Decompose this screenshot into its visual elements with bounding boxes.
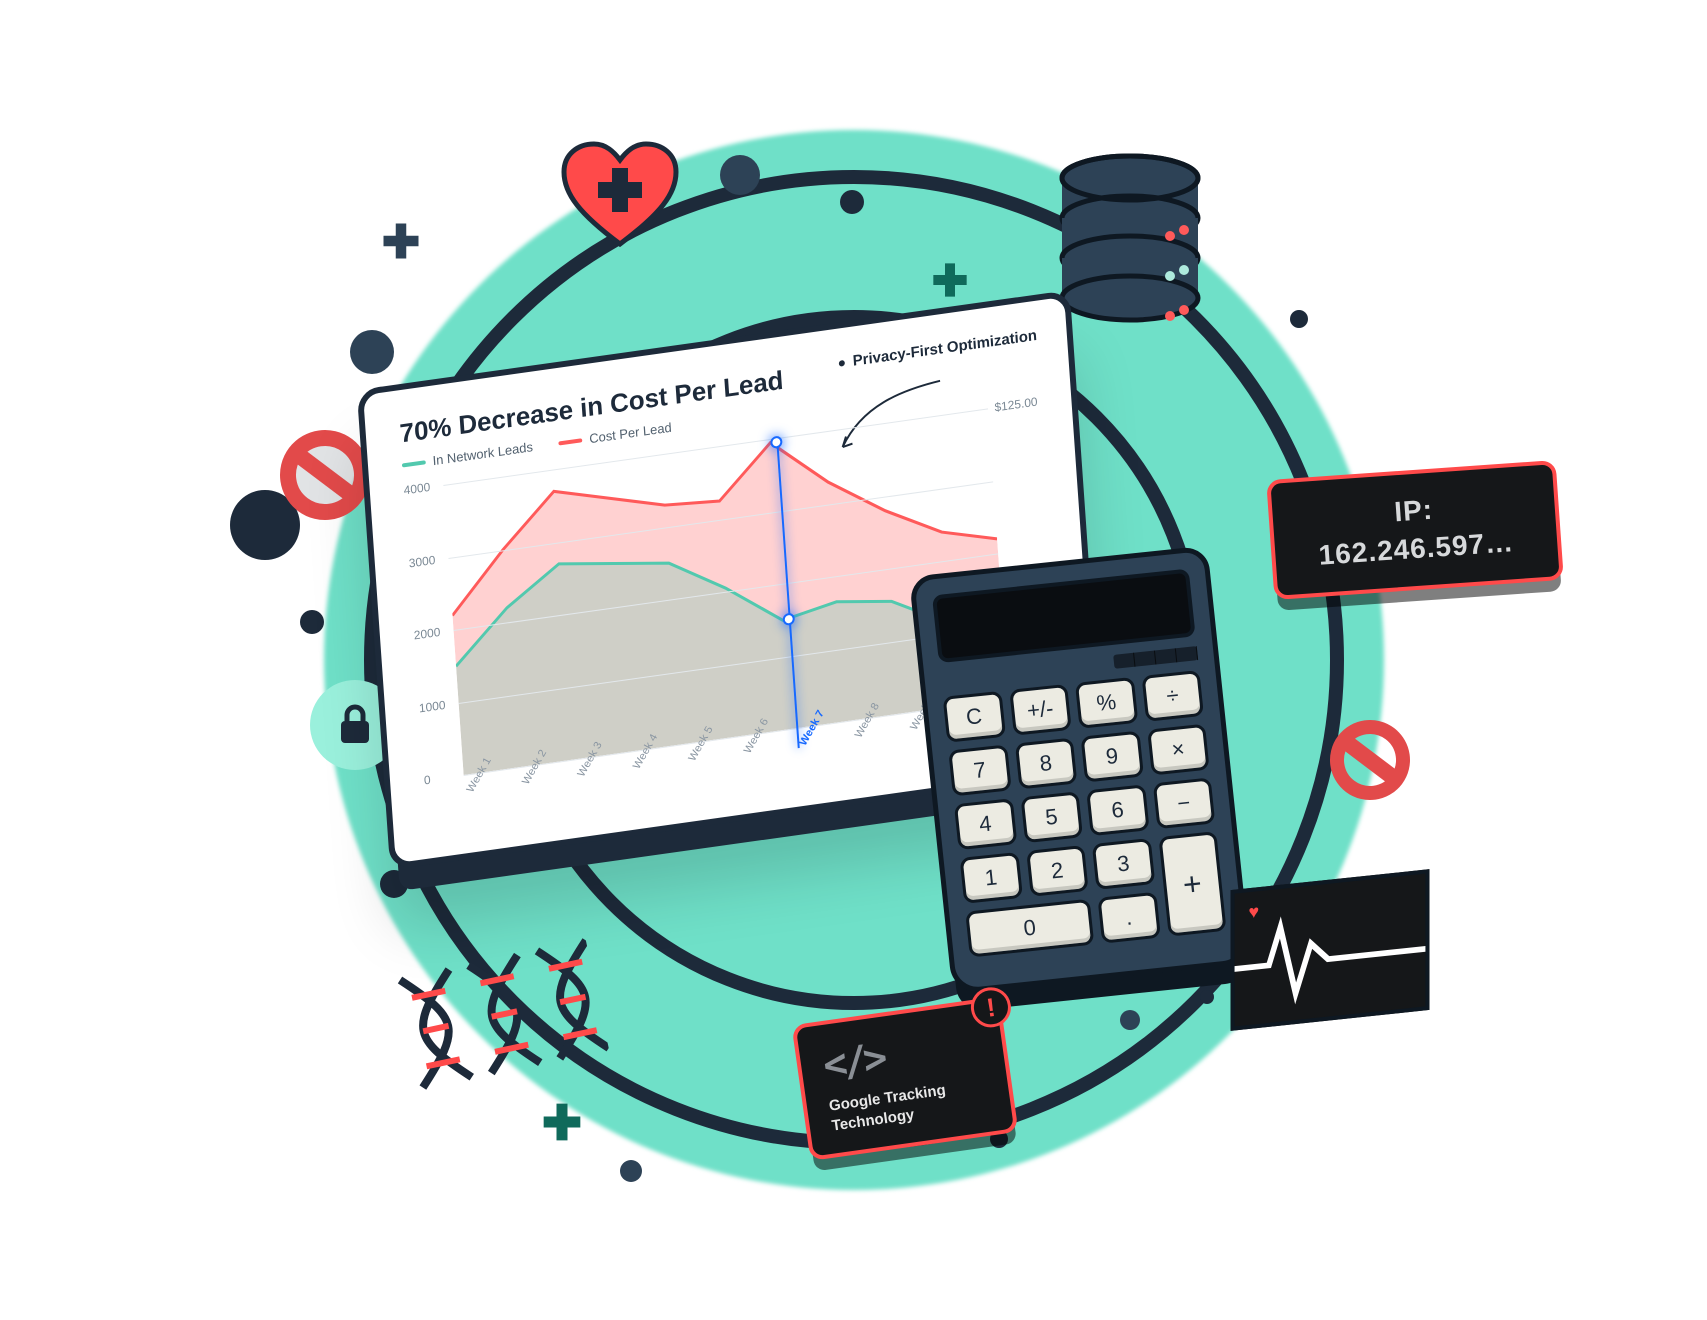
calculator-keypad: C+/-%÷ 789× 456− 123+0. xyxy=(943,670,1227,958)
dot xyxy=(1120,1010,1140,1030)
legend-label: Cost Per Lead xyxy=(589,420,672,447)
calc-key[interactable]: 0 xyxy=(965,899,1094,958)
dot xyxy=(720,155,760,195)
plus-icon xyxy=(380,220,422,262)
calc-key[interactable]: + xyxy=(1158,831,1227,937)
calc-key[interactable]: 7 xyxy=(948,745,1011,797)
tracking-card: ! </> Google Tracking Technology xyxy=(791,996,1018,1161)
calc-key[interactable]: +/- xyxy=(1009,684,1072,736)
plus-icon xyxy=(930,260,970,300)
y-axis-label: 3000 xyxy=(408,552,435,570)
y-axis-label: 1000 xyxy=(418,697,445,715)
y-axis-label: 4000 xyxy=(403,480,430,498)
calc-key[interactable]: − xyxy=(1152,777,1215,829)
calc-key[interactable]: 6 xyxy=(1086,784,1149,836)
server-stack-icon xyxy=(1050,150,1210,355)
dot xyxy=(620,1160,642,1182)
legend-label: In Network Leads xyxy=(432,439,533,468)
calc-key[interactable]: C xyxy=(943,691,1006,743)
dot xyxy=(380,870,408,898)
infographic-stage: 70% Decrease in Cost Per Lead In Network… xyxy=(0,0,1707,1320)
dot xyxy=(1200,990,1214,1004)
calc-key[interactable]: % xyxy=(1075,677,1138,729)
calc-key[interactable]: 2 xyxy=(1026,845,1089,897)
dot xyxy=(350,330,394,374)
calc-key[interactable]: 5 xyxy=(1020,791,1083,843)
calc-key[interactable]: 9 xyxy=(1081,731,1144,783)
dot xyxy=(300,610,324,634)
y2-label: $125.00 xyxy=(994,394,1038,414)
calculator-screen xyxy=(932,569,1196,664)
calculator: C+/-%÷ 789× 456− 123+0. xyxy=(909,545,1251,994)
ip-card: IP: 162.246.597… xyxy=(1266,460,1564,600)
calc-key[interactable]: × xyxy=(1147,724,1210,776)
calculator-solar-icon xyxy=(1113,646,1198,669)
legend-swatch xyxy=(558,438,582,445)
calc-key[interactable]: 8 xyxy=(1014,738,1077,790)
y-axis-label: 0 xyxy=(424,773,432,788)
prohibit-icon xyxy=(280,430,370,520)
prohibit-icon xyxy=(1330,720,1410,800)
calc-key[interactable]: . xyxy=(1097,892,1160,944)
calc-key[interactable]: 1 xyxy=(960,852,1023,904)
dot xyxy=(1290,310,1308,328)
plus-icon xyxy=(540,1100,584,1144)
legend-swatch xyxy=(402,460,426,467)
heart-plus-icon xyxy=(560,140,680,255)
y-axis-label: 2000 xyxy=(413,625,440,643)
calc-key[interactable]: 3 xyxy=(1092,838,1155,890)
ekg-line-icon xyxy=(1235,874,1426,1029)
dot xyxy=(840,190,864,214)
calc-key[interactable]: ÷ xyxy=(1141,670,1204,722)
ekg-card: ♥ xyxy=(1231,869,1430,1031)
calc-key[interactable]: 4 xyxy=(954,798,1017,850)
